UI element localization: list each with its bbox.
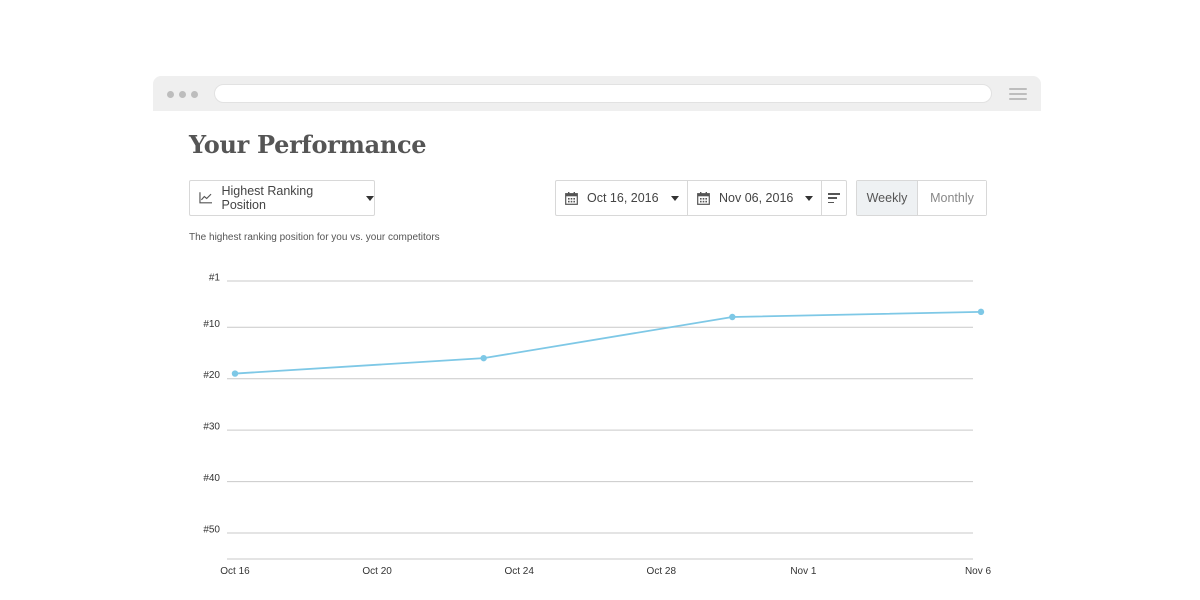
x-tick-label: Oct 24: [504, 566, 534, 577]
sort-lines-icon: [828, 193, 840, 203]
data-point: [977, 308, 985, 316]
window-dot[interactable]: [191, 91, 198, 98]
end-date-value: Nov 06, 2016: [719, 191, 794, 205]
weekly-button[interactable]: Weekly: [857, 181, 918, 215]
date-range-picker: Oct 16, 2016 Nov 06, 2016: [555, 180, 847, 216]
browser-window-bar: [153, 76, 1041, 111]
window-dot[interactable]: [167, 91, 174, 98]
x-tick-label: Nov 6: [965, 566, 992, 577]
address-bar[interactable]: [214, 84, 992, 103]
chart-subtitle: The highest ranking position for you vs.…: [189, 232, 440, 243]
y-tick-label: #40: [203, 473, 220, 484]
data-point: [480, 354, 487, 362]
hamburger-menu-icon[interactable]: [1009, 88, 1027, 100]
series-line: [234, 310, 982, 375]
x-tick-label: Oct 16: [220, 566, 250, 577]
x-tick-label: Oct 20: [362, 566, 392, 577]
sort-button[interactable]: [822, 181, 846, 215]
chevron-down-icon: [805, 195, 814, 201]
window-dot[interactable]: [179, 91, 186, 98]
y-tick-label: #1: [209, 273, 221, 284]
y-tick-label: #20: [203, 370, 220, 381]
data-point: [231, 370, 239, 377]
calendar-icon: [565, 191, 578, 205]
end-date-picker[interactable]: Nov 06, 2016: [688, 181, 822, 215]
y-tick-label: #30: [203, 422, 220, 433]
y-tick-label: #50: [203, 525, 220, 536]
calendar-icon: [697, 191, 710, 205]
x-tick-label: Oct 28: [647, 566, 677, 577]
chevron-down-icon: [366, 195, 374, 201]
metric-dropdown-label: Highest Ranking Position: [221, 184, 314, 212]
line-chart-icon: [199, 192, 213, 204]
x-tick-label: Nov 1: [790, 566, 817, 577]
data-point: [729, 313, 736, 321]
period-toggle: Weekly Monthly: [856, 180, 987, 216]
chevron-down-icon: [670, 195, 679, 201]
start-date-value: Oct 16, 2016: [587, 191, 659, 205]
window-controls[interactable]: [167, 91, 198, 98]
y-tick-label: #10: [203, 319, 220, 330]
metric-dropdown[interactable]: Highest Ranking Position: [189, 180, 375, 216]
ranking-line-chart: #1 #10 #20 #30 #40 #50 Oct 16 Oct 20 Oct 24 Oct …: [203, 273, 992, 578]
monthly-button[interactable]: Monthly: [918, 181, 986, 215]
start-date-picker[interactable]: Oct 16, 2016: [556, 181, 688, 215]
page-title: Your Performance: [189, 130, 427, 159]
